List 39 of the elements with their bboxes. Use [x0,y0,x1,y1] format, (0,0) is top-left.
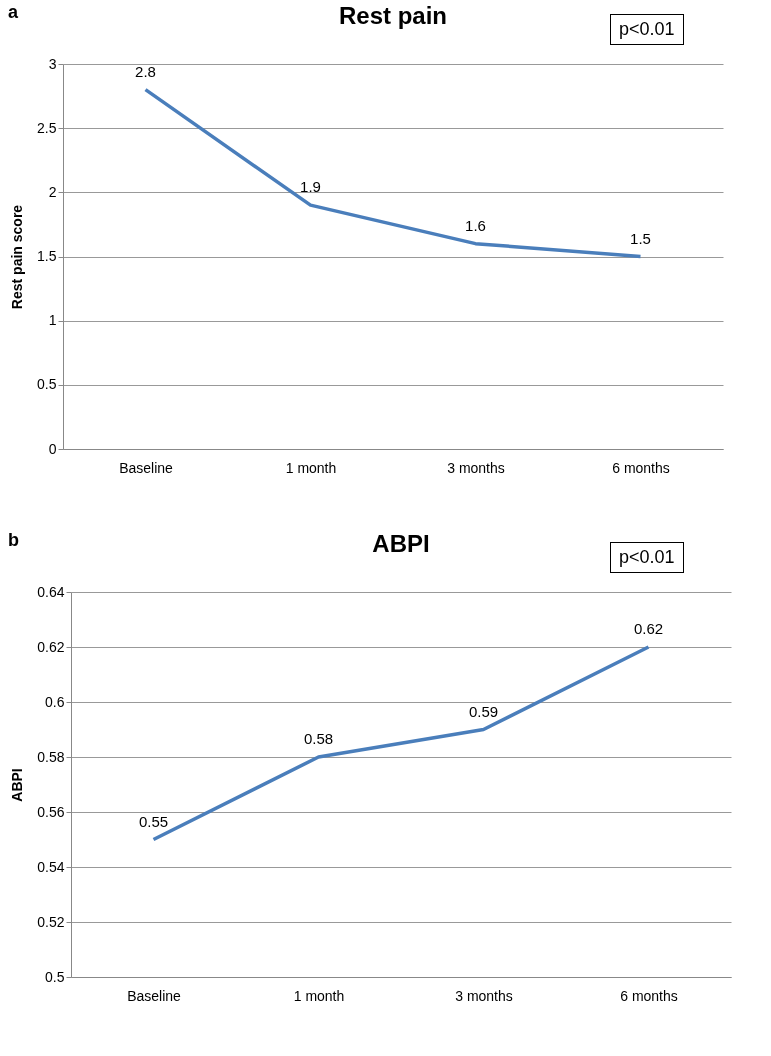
y-tick-label: 3 [48,55,57,72]
x-tick-label: 6 months [620,987,678,1004]
data-label: 0.62 [633,620,664,637]
data-label: 0.59 [468,702,499,720]
x-tick-label: 3 months [455,987,513,1004]
x-tick-label: 1 month [293,987,345,1004]
y-tick-label: 0.56 [37,803,65,820]
y-tick-label: 1.5 [37,248,57,264]
chart-title: Rest pain [338,2,448,29]
x-tick-label: 3 months [447,459,505,476]
x-tick-label: Baseline [127,987,182,1004]
y-tick-label: 0.54 [37,858,65,875]
text: p<0.01 [610,542,684,573]
y-tick-label: 0 [48,440,57,457]
text: a [8,2,19,23]
x-tick-label: 6 months [612,459,670,476]
y-tick-label: 1 [48,312,57,329]
y-tick-label: 0.64 [37,583,65,600]
data-label: 0.55 [138,812,169,830]
y-tick-label: 2 [48,183,57,200]
data-label: 0.58 [303,730,334,747]
x-tick-label: 1 month [285,459,337,476]
y-tick-label: 0.6 [45,693,65,710]
y-tick-label: 0.58 [37,748,65,765]
data-label: 1.6 [465,216,486,234]
y-axis-title: ABPI [9,768,26,802]
y-tick-label: 2.5 [37,119,57,136]
data-label: 1.9 [300,178,321,196]
text: p<0.01 [610,14,684,45]
text: b [8,530,19,551]
y-tick-label: 0.5 [45,968,65,985]
y-tick-label: 0.52 [37,913,65,930]
y-axis-title: Rest pain score [9,204,26,310]
y-tick-label: 0.62 [37,638,65,655]
data-label: 1.5 [630,229,651,247]
x-tick-label: Baseline [119,459,174,476]
y-tick-label: 0.5 [37,376,57,393]
data-label: 2.8 [135,62,156,80]
chart-title: ABPI [372,530,430,557]
